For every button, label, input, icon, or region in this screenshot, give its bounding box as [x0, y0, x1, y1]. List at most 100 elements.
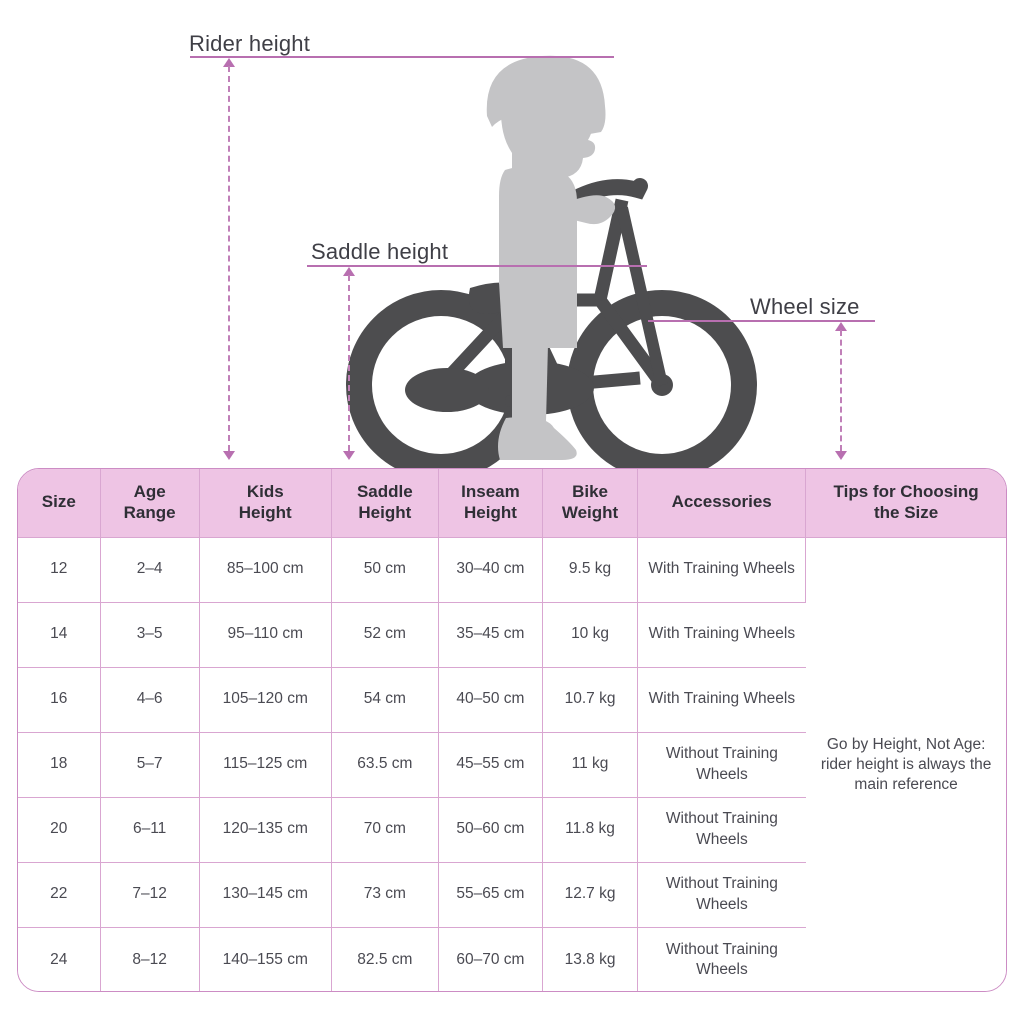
header-line: Height — [463, 502, 517, 522]
cell-weight: 13.8 kg — [542, 926, 639, 991]
cell-kids-height: 115–125 cm — [199, 731, 332, 797]
column-header-tips[interactable]: Tips for Choosing the Size — [805, 469, 1006, 537]
cell-accessories: Without Training Wheels — [637, 926, 806, 991]
header-line: Height — [238, 502, 292, 522]
cell-age: 5–7 — [100, 731, 200, 797]
cell-weight: 10.7 kg — [542, 666, 639, 732]
cell-inseam: 60–70 cm — [438, 926, 543, 991]
column-header-size[interactable]: Size — [18, 469, 101, 537]
table-row[interactable]: 20 6–11 120–135 cm 70 cm 50–60 cm 11.8 k… — [18, 796, 1006, 862]
header-line: Age — [133, 482, 166, 502]
cell-size: 16 — [18, 666, 101, 732]
header-line: Kids — [246, 482, 284, 502]
header-line: Inseam — [461, 482, 520, 502]
table-row[interactable]: 22 7–12 130–145 cm 73 cm 55–65 cm 12.7 k… — [18, 861, 1006, 927]
cell-inseam: 40–50 cm — [438, 666, 543, 732]
wheel-size-arrow-down — [835, 451, 847, 460]
table-row[interactable]: 16 4–6 105–120 cm 54 cm 40–50 cm 10.7 kg… — [18, 666, 1006, 732]
cell-accessories: Without Training Wheels — [637, 796, 806, 862]
rider-height-dashed-line — [228, 66, 230, 451]
table-row[interactable]: 18 5–7 115–125 cm 63.5 cm 45–55 cm 11 kg… — [18, 731, 1006, 797]
header-line: Accessories — [671, 492, 772, 512]
cell-size: 12 — [18, 536, 101, 602]
cell-inseam: 45–55 cm — [438, 731, 543, 797]
cell-age: 2–4 — [100, 536, 200, 602]
cell-inseam: 55–65 cm — [438, 861, 543, 927]
cell-size: 14 — [18, 601, 101, 667]
cell-age: 7–12 — [100, 861, 200, 927]
child-rider-silhouette — [486, 55, 616, 460]
wheel-size-rule — [648, 320, 875, 322]
table-body: 12 2–4 85–100 cm 50 cm 30–40 cm 9.5 kg W… — [18, 536, 1006, 991]
cell-saddle-height: 82.5 cm — [331, 926, 439, 991]
cell-saddle-height: 63.5 cm — [331, 731, 439, 797]
saddle-height-label: Saddle height — [311, 239, 449, 264]
cell-kids-height: 130–145 cm — [199, 861, 332, 927]
cell-size: 24 — [18, 926, 101, 991]
column-header-age-range[interactable]: Age Range — [100, 469, 200, 537]
saddle-height-arrow-up — [343, 267, 355, 276]
saddle-height-arrow-down — [343, 451, 355, 460]
cell-saddle-height: 52 cm — [331, 601, 439, 667]
rider-height-arrow-down — [223, 451, 235, 460]
bike-sizing-table-container: Size Age Range Kids Height Saddle Height In… — [17, 468, 1007, 992]
bike-sizing-table: Size Age Range Kids Height Saddle Height In… — [18, 469, 1006, 991]
column-header-saddle-height[interactable]: Saddle Height — [331, 469, 439, 537]
column-header-accessories[interactable]: Accessories — [637, 469, 807, 537]
cell-age: 3–5 — [100, 601, 200, 667]
cell-accessories: With Training Wheels — [637, 666, 806, 732]
cell-inseam: 35–45 cm — [438, 601, 543, 667]
rider-and-bike-illustration — [346, 55, 757, 470]
header-line: the Size — [873, 502, 939, 522]
cell-weight: 11 kg — [542, 731, 639, 797]
cell-inseam: 50–60 cm — [438, 796, 543, 862]
cell-weight: 11.8 kg — [542, 796, 639, 862]
cell-tips: Go by Height, Not Age: rider height is a… — [805, 536, 1006, 991]
cell-weight: 9.5 kg — [542, 536, 639, 602]
header-line: Bike — [572, 482, 608, 502]
wheel-size-arrow-up — [835, 322, 847, 331]
table-row[interactable]: 14 3–5 95–110 cm 52 cm 35–45 cm 10 kg Wi… — [18, 601, 1006, 667]
cell-kids-height: 95–110 cm — [199, 601, 332, 667]
cell-weight: 12.7 kg — [542, 861, 639, 927]
column-header-inseam-height[interactable]: Inseam Height — [438, 469, 543, 537]
header-line: Size — [41, 492, 76, 512]
header-line: Range — [123, 502, 176, 522]
cell-weight: 10 kg — [542, 601, 639, 667]
cell-saddle-height: 73 cm — [331, 861, 439, 927]
saddle-height-dashed-line — [348, 275, 350, 451]
cell-size: 22 — [18, 861, 101, 927]
cell-saddle-height: 70 cm — [331, 796, 439, 862]
column-header-kids-height[interactable]: Kids Height — [199, 469, 332, 537]
rider-height-label: Rider height — [189, 31, 311, 56]
rider-height-arrow-up — [223, 58, 235, 67]
cell-accessories: With Training Wheels — [637, 601, 806, 667]
column-header-bike-weight[interactable]: Bike Weight — [542, 469, 639, 537]
cell-saddle-height: 54 cm — [331, 666, 439, 732]
table-header-row: Size Age Range Kids Height Saddle Height In… — [18, 469, 1006, 537]
header-line: Tips for Choosing — [833, 482, 979, 502]
cell-saddle-height: 50 cm — [331, 536, 439, 602]
wheel-size-label: Wheel size — [750, 294, 860, 319]
cell-accessories: Without Training Wheels — [637, 861, 806, 927]
cell-kids-height: 85–100 cm — [199, 536, 332, 602]
cell-age: 8–12 — [100, 926, 200, 991]
cell-accessories: Without Training Wheels — [637, 731, 806, 797]
header-line: Saddle — [356, 482, 413, 502]
cell-accessories: With Training Wheels — [637, 536, 807, 602]
wheel-size-dashed-line — [840, 330, 842, 451]
cell-size: 18 — [18, 731, 101, 797]
header-line: Weight — [561, 502, 619, 522]
cell-age: 4–6 — [100, 666, 200, 732]
illustration-area: Rider height Saddle height Wheel size — [0, 0, 1024, 470]
cell-size: 20 — [18, 796, 101, 862]
rider-height-rule — [190, 56, 614, 58]
header-line: Height — [358, 502, 412, 522]
cell-age: 6–11 — [100, 796, 200, 862]
cell-kids-height: 105–120 cm — [199, 666, 332, 732]
cell-kids-height: 120–135 cm — [199, 796, 332, 862]
cell-inseam: 30–40 cm — [438, 536, 543, 602]
table-row[interactable]: 24 8–12 140–155 cm 82.5 cm 60–70 cm 13.8… — [18, 926, 1006, 991]
table-row[interactable]: 12 2–4 85–100 cm 50 cm 30–40 cm 9.5 kg W… — [18, 536, 1006, 991]
